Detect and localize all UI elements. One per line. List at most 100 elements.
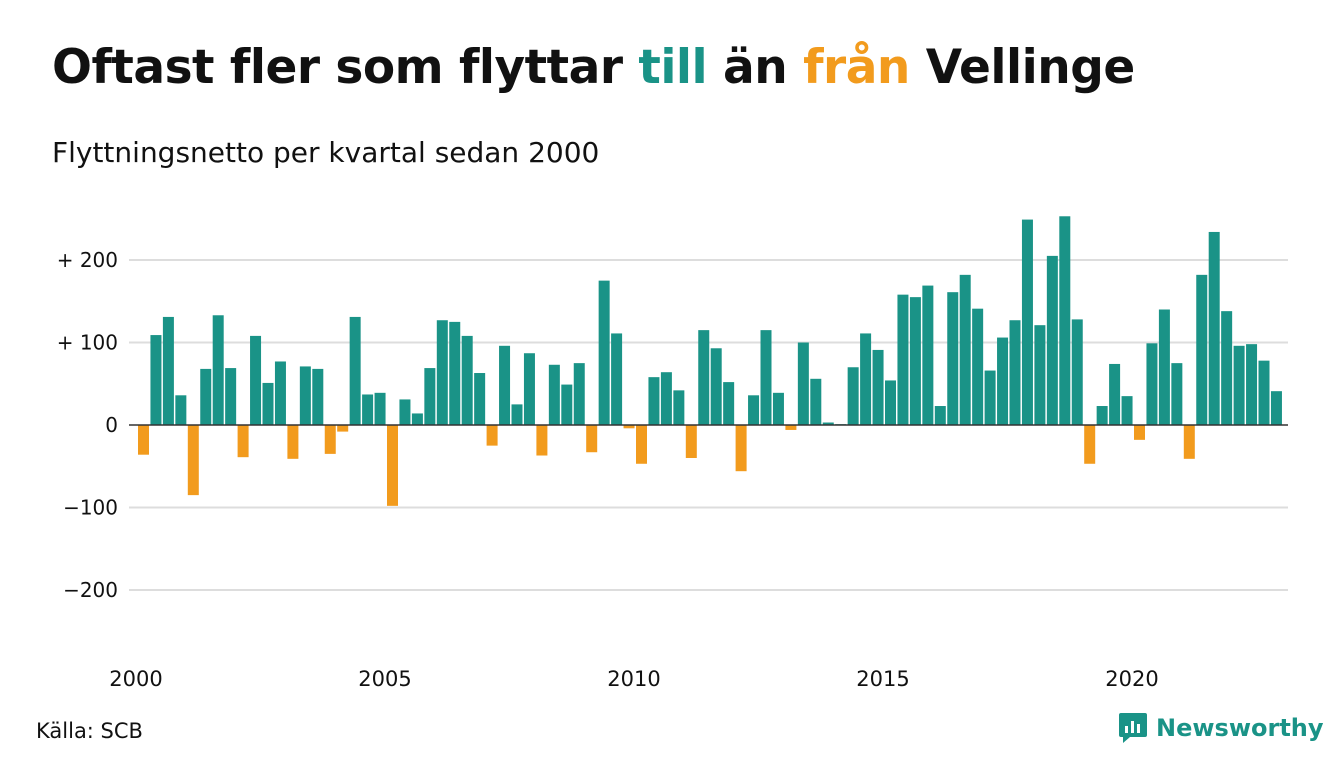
bar-2017-k4[interactable] — [1021, 219, 1033, 425]
bar-2003-k2[interactable] — [299, 366, 311, 425]
bar-2013-k4[interactable] — [822, 422, 834, 425]
bar-2015-k1[interactable] — [885, 380, 896, 425]
bar-2017-k1[interactable] — [984, 370, 996, 425]
bar-2007-k3[interactable] — [511, 404, 523, 426]
bar-2019-k1[interactable] — [1084, 425, 1096, 464]
bar-2020-k1[interactable] — [1134, 425, 1145, 440]
bar-2011-k3[interactable] — [710, 348, 722, 425]
bar-2002-k2[interactable] — [250, 335, 262, 425]
bar-2021-k4[interactable] — [1221, 311, 1233, 425]
bar-2002-k4[interactable] — [274, 361, 286, 425]
bar-2018-k1[interactable] — [1034, 325, 1046, 425]
bar-2008-k3[interactable] — [561, 384, 573, 425]
bar-2018-k4[interactable] — [1071, 319, 1083, 425]
brand-logo[interactable]: Newsworthy — [1118, 712, 1324, 744]
bar-2022-k2[interactable] — [1246, 344, 1258, 425]
bar-2019-k2[interactable] — [1096, 406, 1108, 425]
bar-2005-k1[interactable] — [387, 425, 398, 506]
bar-2006-k2[interactable] — [449, 321, 461, 426]
bar-2008-k2[interactable] — [548, 364, 560, 425]
bar-2003-k4[interactable] — [324, 425, 336, 454]
bar-2008-k4[interactable] — [573, 363, 585, 426]
bar-2022-k3[interactable] — [1258, 360, 1270, 425]
bar-2012-k3[interactable] — [760, 330, 772, 426]
bar-2014-k4[interactable] — [872, 349, 884, 425]
chart-title: Oftast fler som flyttar till än från Vel… — [52, 40, 1135, 95]
bar-2022-k4[interactable] — [1270, 391, 1282, 425]
bar-2019-k3[interactable] — [1109, 363, 1121, 425]
y-tick-label: 0 — [105, 413, 118, 437]
bar-2010-k3[interactable] — [660, 372, 672, 425]
bar-2018-k2[interactable] — [1046, 255, 1058, 426]
bar-2000-k4[interactable] — [175, 395, 187, 425]
bar-2011-k2[interactable] — [698, 330, 710, 426]
bar-2010-k2[interactable] — [648, 377, 660, 425]
bar-2001-k1[interactable] — [187, 425, 199, 496]
bar-2013-k2[interactable] — [797, 342, 809, 426]
bar-2004-k1[interactable] — [337, 425, 349, 432]
bar-2007-k2[interactable] — [499, 345, 511, 425]
bar-2012-k2[interactable] — [748, 395, 760, 425]
bar-2003-k3[interactable] — [312, 368, 324, 425]
bar-2000-k2[interactable] — [150, 335, 162, 425]
bar-2006-k4[interactable] — [474, 373, 486, 425]
bar-2015-k3[interactable] — [909, 297, 921, 426]
bar-2012-k4[interactable] — [772, 392, 784, 425]
bar-2016-k3[interactable] — [959, 274, 971, 425]
bar-2002-k3[interactable] — [262, 382, 274, 425]
bar-2012-k1[interactable] — [735, 425, 747, 472]
bar-2016-k1[interactable] — [934, 406, 946, 425]
bar-2005-k4[interactable] — [424, 368, 436, 425]
bar-2018-k3[interactable] — [1059, 216, 1071, 425]
bar-2020-k2[interactable] — [1146, 343, 1158, 425]
bar-2005-k2[interactable] — [399, 399, 411, 425]
bar-2017-k3[interactable] — [1009, 320, 1021, 425]
bar-2004-k4[interactable] — [374, 392, 386, 425]
bar-2016-k4[interactable] — [972, 308, 984, 425]
bar-2017-k2[interactable] — [997, 337, 1009, 425]
bar-2009-k1[interactable] — [586, 425, 598, 453]
y-tick-label: −100 — [63, 496, 118, 520]
bar-2014-k3[interactable] — [860, 333, 872, 425]
bar-2000-k1[interactable] — [138, 425, 149, 455]
bar-2007-k4[interactable] — [523, 353, 535, 425]
bar-2001-k4[interactable] — [225, 368, 237, 425]
title-text-part1: Oftast fler som flyttar — [52, 40, 639, 95]
bar-2015-k2[interactable] — [897, 294, 909, 425]
bar-2014-k2[interactable] — [847, 367, 859, 425]
bar-2021-k2[interactable] — [1196, 274, 1208, 425]
y-tick-label: + 200 — [57, 248, 118, 272]
bar-2000-k3[interactable] — [162, 316, 174, 425]
bar-2007-k1[interactable] — [486, 425, 498, 446]
bar-2001-k2[interactable] — [200, 368, 212, 425]
title-highlight-fran: från — [803, 40, 910, 95]
bar-2005-k3[interactable] — [411, 413, 423, 425]
bar-2009-k2[interactable] — [598, 280, 610, 426]
bar-2006-k3[interactable] — [461, 335, 473, 425]
bar-2002-k1[interactable] — [237, 425, 249, 458]
bar-2016-k2[interactable] — [947, 292, 959, 425]
bar-2020-k3[interactable] — [1158, 309, 1170, 426]
bar-2010-k1[interactable] — [636, 425, 647, 464]
bar-2008-k1[interactable] — [536, 425, 548, 456]
y-tick-label: −200 — [63, 578, 118, 602]
bar-2009-k4[interactable] — [623, 425, 635, 429]
bar-2011-k4[interactable] — [723, 382, 735, 425]
bar-2004-k2[interactable] — [349, 316, 361, 425]
bar-2019-k4[interactable] — [1121, 396, 1133, 426]
bar-2013-k1[interactable] — [785, 425, 797, 430]
bar-2020-k4[interactable] — [1171, 363, 1183, 426]
bar-2001-k3[interactable] — [212, 315, 224, 425]
bar-2009-k3[interactable] — [611, 333, 623, 425]
bar-2003-k1[interactable] — [287, 425, 299, 459]
bar-2015-k4[interactable] — [922, 285, 934, 425]
bar-2010-k4[interactable] — [673, 390, 685, 425]
bar-2011-k1[interactable] — [685, 425, 697, 458]
bar-2022-k1[interactable] — [1233, 345, 1245, 425]
bar-2021-k3[interactable] — [1208, 231, 1220, 425]
newsworthy-logo-icon — [1119, 713, 1147, 743]
bar-2021-k1[interactable] — [1183, 425, 1195, 459]
bar-2006-k1[interactable] — [436, 320, 448, 425]
bar-2013-k3[interactable] — [810, 378, 822, 425]
bar-2004-k3[interactable] — [362, 394, 374, 425]
